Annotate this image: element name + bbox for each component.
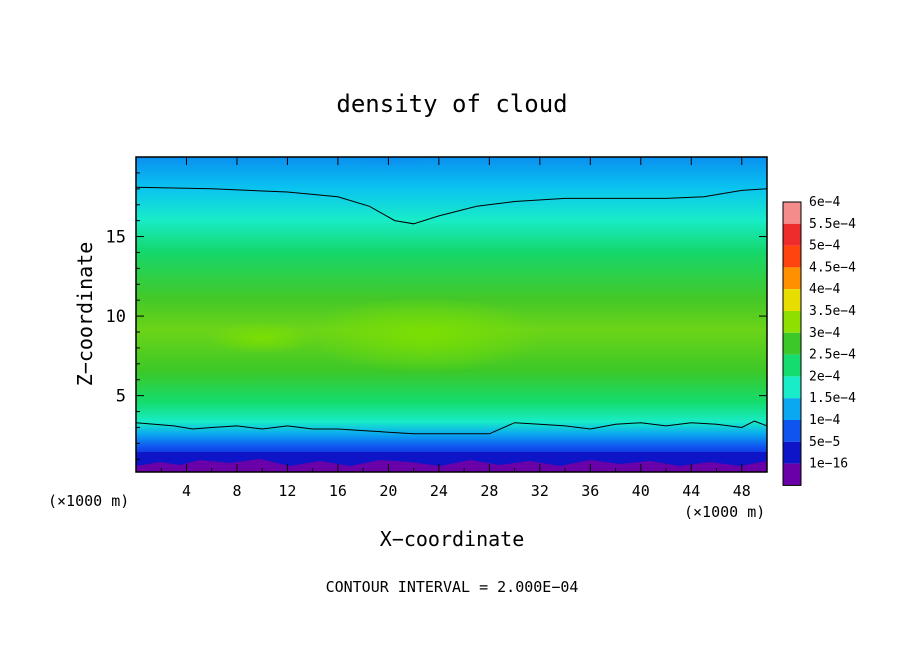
- colorbar-swatch: [783, 420, 801, 442]
- contour-lines: [136, 186, 767, 435]
- x-axis-unit-left: (×1000 m): [48, 492, 129, 510]
- colorbar-swatch: [783, 311, 801, 333]
- colorbar-swatch: [783, 354, 801, 377]
- y-axis-label: Z−coordinate: [73, 242, 97, 387]
- plot-frame: [135, 156, 768, 473]
- x-tick-label: 16: [329, 482, 347, 500]
- colorbar-swatch: [783, 332, 801, 355]
- colorbar-frame: [782, 201, 802, 486]
- y-tick-label: 5: [116, 387, 126, 407]
- colorbar-label: 1e−16: [809, 457, 848, 472]
- colorbar-label: 2.5e−4: [809, 348, 856, 363]
- colorbar-label: 5e−5: [809, 435, 840, 450]
- colorbar: 6e−4 5.5e−4 5e−4 4.5e−4 4e−4 3.5e−4 3e−4 2.5e−4…: [782, 195, 856, 486]
- colorbar-swatch: [783, 289, 801, 311]
- colorbar-swatch: [783, 376, 801, 399]
- x-tick-label: 20: [379, 482, 397, 500]
- colorbar-swatch: [783, 223, 801, 246]
- x-tick-label: 36: [581, 482, 599, 500]
- x-tick-label: 32: [531, 482, 549, 500]
- x-tick-label: 48: [733, 482, 751, 500]
- contour-interval-note: CONTOUR INTERVAL = 2.000E−04: [326, 578, 579, 596]
- colorbar-label: 4.5e−4: [809, 260, 856, 275]
- colorbar-swatch: [783, 267, 801, 290]
- colorbar-swatch: [783, 463, 801, 486]
- contour-line: [136, 420, 767, 435]
- colorbar-label: 3.5e−4: [809, 304, 856, 319]
- colorbar-label: 4e−4: [809, 282, 840, 297]
- y-tick-label: 10: [106, 307, 126, 327]
- x-tick-label: 4: [182, 482, 191, 500]
- colorbar-label: 5.5e−4: [809, 217, 856, 232]
- density-secondary-blob: [207, 322, 317, 354]
- x-tick-label: 40: [632, 482, 650, 500]
- colorbar-swatch: [783, 398, 801, 420]
- x-tick-label: 12: [278, 482, 296, 500]
- x-axis-label: X−coordinate: [380, 527, 525, 551]
- x-tick-label: 28: [480, 482, 498, 500]
- colorbar-swatch: [783, 202, 801, 224]
- y-tick-label: 15: [106, 228, 126, 248]
- colorbar-label: 3e−4: [809, 326, 840, 341]
- colorbar-swatch: [783, 441, 801, 464]
- density-bottom-edge: [136, 459, 767, 472]
- x-axis-unit-right: (×1000 m): [684, 503, 765, 521]
- x-axis: 4 8 12 16 20 24 28 32 36 40 44 48: [160, 157, 751, 500]
- x-tick-label: 24: [430, 482, 448, 500]
- x-tick-label: 8: [232, 482, 241, 500]
- colorbar-label: 1.5e−4: [809, 391, 856, 406]
- colorbar-label: 2e−4: [809, 369, 840, 384]
- plot-area: [136, 157, 767, 472]
- x-tick-label: 44: [682, 482, 700, 500]
- colorbar-swatch: [783, 245, 801, 268]
- y-axis: 5 10 15: [106, 172, 767, 460]
- colorbar-label: 6e−4: [809, 195, 840, 210]
- colorbar-label: 5e−4: [809, 239, 840, 254]
- contour-line: [136, 186, 767, 225]
- chart-title: density of cloud: [336, 90, 567, 118]
- density-maximum-blob: [305, 297, 545, 373]
- colorbar-label: 1e−4: [809, 413, 840, 428]
